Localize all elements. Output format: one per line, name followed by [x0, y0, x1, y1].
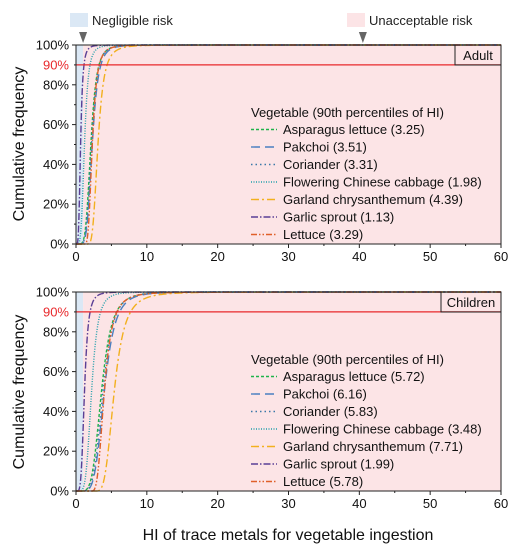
y-axis-label-adult: Cumulative frequency [11, 67, 28, 222]
x-tick-label: 30 [281, 496, 295, 511]
legend-item-4: Garland chrysanthemum (4.39) [283, 192, 463, 207]
x-axis-label: HI of trace metals for vegetable ingesti… [143, 527, 434, 544]
panel-label-box [454, 44, 502, 66]
legend-item-5: Garlic sprout (1.13) [283, 210, 394, 225]
x-tick-label: 50 [423, 496, 437, 511]
legend-item-3: Flowering Chinese cabbage (3.48) [283, 422, 482, 437]
y-tick-label: 80% [43, 77, 69, 92]
p90-label: 90% [43, 57, 69, 72]
panel-label: Adult [463, 48, 493, 63]
unacceptable-zone [83, 45, 501, 244]
y-tick-label: 40% [43, 404, 69, 419]
legend-item-4: Garland chrysanthemum (7.71) [283, 439, 463, 454]
legend-item-3: Flowering Chinese cabbage (1.98) [283, 175, 482, 190]
x-tick-label: 10 [140, 496, 154, 511]
y-tick-label: 20% [43, 444, 69, 459]
children-panel: 0% 20% 40% 60% 80% 100% 90% 0 10 20 30 40 50 60 Childr… [36, 285, 508, 512]
x-tick-label: 0 [72, 496, 79, 511]
unacceptable-label: Unacceptable risk [369, 13, 473, 28]
x-tick-label: 0 [72, 249, 79, 264]
top-legend: Negligible risk Unacceptable risk [70, 13, 473, 28]
y-tick-label: 80% [43, 324, 69, 339]
adult-panel: 0% 20% 40% 60% 80% 100% 90% 0 10 20 30 40 50 60 Adult V… [36, 38, 508, 265]
panel-label: Children [447, 295, 495, 310]
x-tick-label: 40 [352, 496, 366, 511]
y-tick-label: 40% [43, 157, 69, 172]
negligible-marker [79, 32, 88, 43]
unacceptable-swatch [347, 13, 365, 27]
legend-item-1: Pakchoi (3.51) [283, 140, 367, 155]
negligible-zone [76, 292, 84, 491]
negligible-label: Negligible risk [92, 13, 173, 28]
x-tick-label: 10 [140, 249, 154, 264]
legend-item-2: Coriander (5.83) [283, 404, 378, 419]
y-tick-label: 100% [36, 38, 70, 53]
p90-label: 90% [43, 304, 69, 319]
x-tick-label: 60 [494, 496, 508, 511]
y-tick-label: 0% [50, 237, 69, 252]
negligible-swatch [70, 13, 88, 27]
y-tick-label: 60% [43, 364, 69, 379]
x-tick-label: 20 [210, 249, 224, 264]
legend-item-6: Lettuce (5.78) [283, 474, 363, 489]
y-axis-label-children: Cumulative frequency [11, 315, 28, 470]
legend-item-1: Pakchoi (6.16) [283, 387, 367, 402]
legend-title: Vegetable (90th percentiles of HI) [251, 352, 444, 367]
legend-item-5: Garlic sprout (1.99) [283, 457, 394, 472]
x-tick-label: 50 [423, 249, 437, 264]
legend-item-0: Asparagus lettuce (5.72) [283, 369, 425, 384]
unacceptable-marker [358, 32, 367, 43]
legend-item-0: Asparagus lettuce (3.25) [283, 122, 425, 137]
panel-label-box [440, 291, 502, 313]
y-tick-label: 0% [50, 484, 69, 499]
x-tick-label: 40 [352, 249, 366, 264]
x-tick-label: 20 [210, 496, 224, 511]
x-tick-label: 60 [494, 249, 508, 264]
legend-item-2: Coriander (3.31) [283, 157, 378, 172]
y-tick-label: 100% [36, 285, 70, 300]
unacceptable-zone [83, 292, 501, 491]
y-tick-label: 20% [43, 197, 69, 212]
legend-title: Vegetable (90th percentiles of HI) [251, 105, 444, 120]
negligible-zone [76, 45, 84, 244]
x-tick-label: 30 [281, 249, 295, 264]
legend-item-6: Lettuce (3.29) [283, 227, 363, 242]
y-tick-label: 60% [43, 117, 69, 132]
